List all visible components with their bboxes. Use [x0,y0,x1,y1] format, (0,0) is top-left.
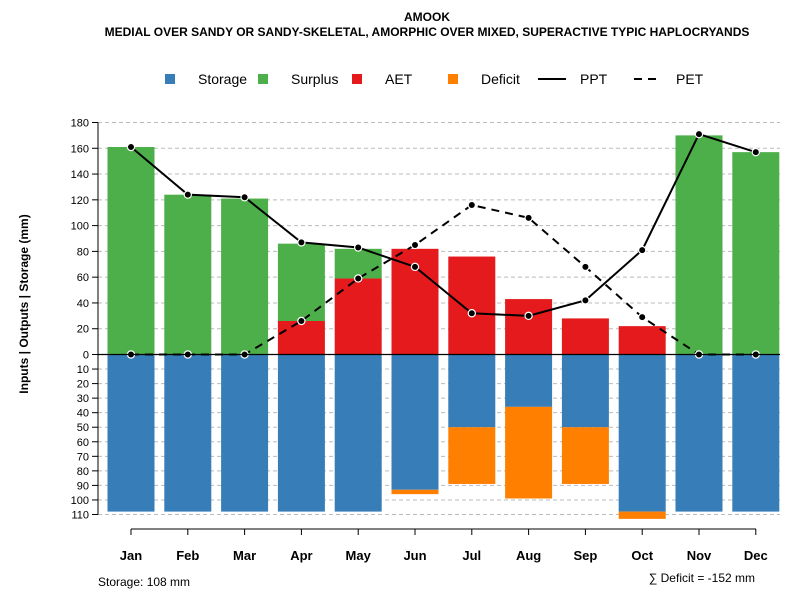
ppt-point-sep [581,296,590,305]
legend-swatch-aet [352,74,362,84]
storage-bar-oct [618,354,666,512]
x-tick-label: Feb [176,548,199,563]
aet-bar-apr [277,320,325,355]
y-tick-label: 60 [77,437,89,449]
y-tick-label: 100 [71,221,89,233]
pet-point-aug [524,213,533,223]
aet-bar-sep [561,318,609,355]
y-tick-label: 60 [77,272,89,284]
chart-title: AMOOK [404,10,450,24]
y-tick-label: 20 [77,324,89,336]
y-tick-label: 100 [71,495,89,507]
bars [107,135,780,519]
x-tick-label: Dec [744,548,768,563]
y-axis-label: Inputs | Outputs | Storage (mm) [17,214,31,393]
ppt-point-jul [467,309,476,318]
y-tick-label: 160 [71,143,89,155]
pet-point-may [354,274,363,283]
storage-bar-sep [561,354,609,428]
ppt-point-may [354,243,363,252]
aet-bar-oct [618,326,666,355]
storage-bar-feb [164,354,212,512]
pet-point-sep [581,262,590,272]
legend-label-pet: PET [676,71,704,87]
legend-label-surplus: Surplus [291,71,338,87]
y-tick-label: 70 [77,451,89,463]
pet-point-jun [410,240,420,250]
y-tick-label: 20 [77,379,89,391]
deficit-bar-oct [618,511,666,519]
surplus-bar-jan [107,146,155,355]
ppt-point-mar [240,193,249,202]
surplus-bar-mar [221,198,269,355]
x-tick-label: Mar [233,548,256,563]
aet-bar-aug [505,299,553,355]
surplus-bar-feb [164,194,212,355]
legend-swatch-surplus [258,74,268,84]
storage-bar-jul [448,354,496,428]
y-tick-label: 10 [77,364,89,376]
ppt-point-apr [297,238,306,247]
y-tick-label: 90 [77,480,89,492]
x-tick-label: Jan [120,548,142,563]
y-tick-label: 140 [71,169,89,181]
x-tick-label: May [346,548,372,563]
storage-bar-jan [107,354,155,512]
axes: 0 20 40 60 80 100 120 140 160 180 10 20 30 40 50 60 70 80… [71,118,780,563]
x-tick-label: Oct [631,548,653,563]
y-tick-label: 110 [71,510,89,522]
ppt-point-aug [524,311,533,321]
x-tick-label: Jun [403,548,426,563]
ppt-point-jan [126,142,136,152]
pet-point-oct [638,312,647,322]
storage-bar-apr [277,354,325,512]
storage-bar-mar [221,354,269,512]
aet-bar-jul [448,256,496,355]
x-tick-label: Aug [516,548,541,563]
y-tick-label: 30 [77,393,89,405]
x-tick-label: Jul [462,548,481,563]
y-tick-label: 80 [77,466,89,478]
storage-bar-may [334,354,382,512]
y-tick-label: 0 [83,350,89,362]
ppt-point-dec [751,147,761,157]
chart-subtitle: MEDIAL OVER SANDY OR SANDY-SKELETAL, AMO… [105,25,750,39]
x-tick-label: Nov [687,548,712,563]
legend: Storage Surplus AET Deficit PPT PET [165,71,704,87]
legend-label-aet: AET [385,71,413,87]
x-tick-label: Sep [573,548,597,563]
deficit-bar-jun [391,489,439,495]
storage-bar-dec [732,354,780,512]
y-tick-label: 120 [71,195,89,207]
storage-bar-aug [505,354,553,407]
legend-label-ppt: PPT [580,71,608,87]
storage-bar-nov [675,354,723,512]
ppt-point-nov [694,129,704,139]
deficit-bar-aug [505,406,553,499]
x-tick-label: Apr [290,548,312,563]
y-tick-label: 80 [77,246,89,258]
y-tick-label: 40 [77,408,89,420]
deficit-bar-sep [561,427,609,484]
storage-note: Storage: 108 mm [98,575,190,589]
legend-label-storage: Storage [198,71,247,87]
ppt-point-jun [410,262,420,272]
deficit-bar-jul [448,427,496,484]
storage-bar-jun [391,354,439,490]
ppt-line [130,132,757,317]
ppt-point-feb [183,190,192,199]
y-tick-label: 50 [77,422,89,434]
y-tick-label: 180 [71,118,89,130]
y-tick-label: 40 [77,298,89,310]
ppt-point-oct [638,245,647,255]
pet-point-apr [297,316,306,326]
legend-swatch-storage [165,74,175,84]
legend-swatch-deficit [448,74,458,84]
surplus-bar-dec [732,152,780,355]
legend-label-deficit: Deficit [481,71,520,87]
deficit-note: ∑ Deficit = -152 mm [649,571,755,585]
surplus-bar-nov [675,135,723,355]
pet-point-jul [467,200,476,210]
